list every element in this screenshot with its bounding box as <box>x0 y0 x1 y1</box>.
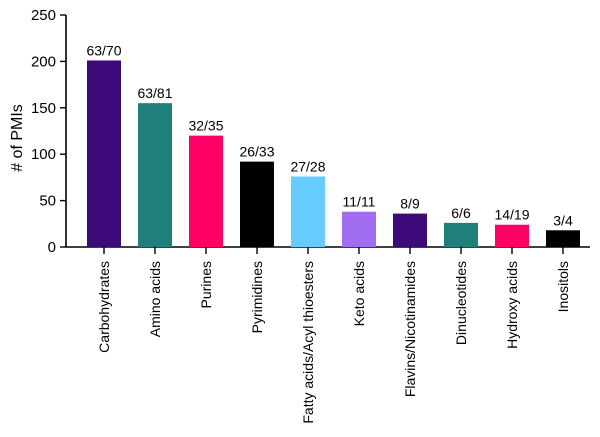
x-tick-label: Carbohydrates <box>96 261 112 353</box>
x-tick-label: Fatty acids/Acyl thioesters <box>300 261 316 424</box>
x-tick-label: Hydroxy acids <box>504 261 520 349</box>
x-tick-label: Keto acids <box>351 261 367 326</box>
data-label: 11/11 <box>343 194 376 210</box>
bar <box>342 211 376 247</box>
bar <box>546 230 580 247</box>
bar <box>444 222 478 247</box>
data-label: 14/19 <box>494 207 529 223</box>
data-label: 27/28 <box>290 158 325 174</box>
bar <box>240 161 274 247</box>
bar <box>138 103 172 247</box>
bars <box>87 60 580 247</box>
y-tick-label: 0 <box>48 239 56 256</box>
y-tick-label: 150 <box>31 100 56 117</box>
y-tick-label: 100 <box>31 146 56 163</box>
y-tick-label: 250 <box>31 7 56 24</box>
y-tick-label: 50 <box>39 193 56 210</box>
y-axis-label: # of PMIs <box>9 104 26 172</box>
x-tick-label: Purines <box>198 261 214 308</box>
data-label: 6/6 <box>451 205 471 221</box>
bar <box>393 213 427 247</box>
data-label: 63/81 <box>137 85 172 101</box>
x-tick-label: Flavins/Nicotinamides <box>402 261 418 397</box>
x-tick-label: Amino acids <box>147 261 163 337</box>
x-tick-label: Dinucleotides <box>453 261 469 345</box>
data-label: 3/4 <box>553 212 573 228</box>
data-label: 8/9 <box>400 196 420 212</box>
data-label: 26/33 <box>239 144 274 160</box>
data-label: 63/70 <box>86 42 121 58</box>
labels: 63/70 Carbohydrates 63/81 Amino acids 32/35 P… <box>86 42 572 423</box>
y-tick-label: 200 <box>31 53 56 70</box>
bar <box>87 60 121 247</box>
x-tick-label: Pyrimidines <box>249 261 265 333</box>
data-label: 32/35 <box>188 118 223 134</box>
bar <box>189 135 223 247</box>
bar <box>495 224 529 247</box>
bar <box>291 176 325 247</box>
x-tick-label: Inositols <box>555 261 571 312</box>
